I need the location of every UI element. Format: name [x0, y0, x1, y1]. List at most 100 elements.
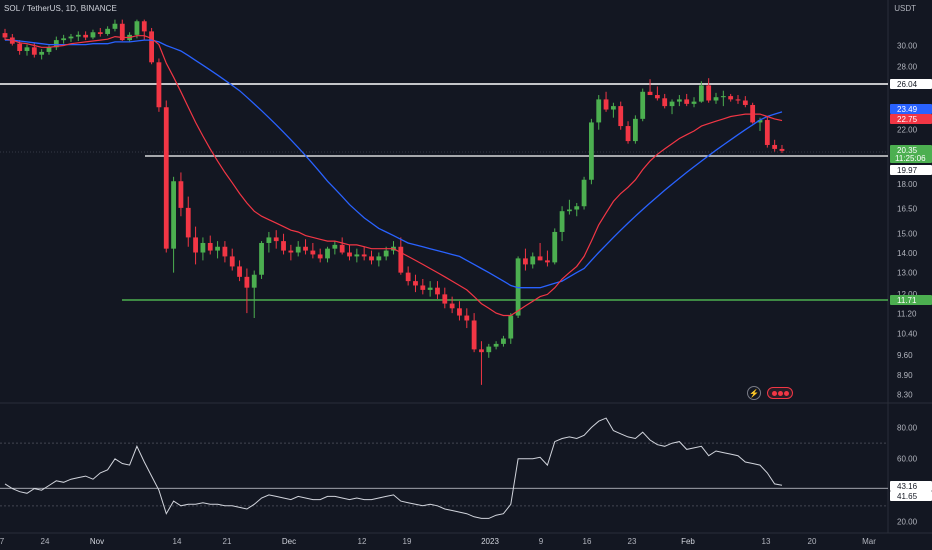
- candle-body: [515, 258, 521, 316]
- price-tick-label: 28.00: [897, 63, 918, 72]
- candle-body: [244, 276, 250, 288]
- candle: [698, 81, 704, 103]
- candle-body: [369, 256, 374, 261]
- candle: [207, 235, 213, 255]
- event-markers[interactable]: ⚡: [747, 386, 793, 400]
- candle-body: [684, 99, 690, 104]
- candle-body: [654, 95, 660, 99]
- support-badge-bg: [890, 295, 932, 305]
- candle: [376, 252, 382, 267]
- resistance-badge: 26.04: [890, 79, 932, 89]
- candle-body: [31, 47, 37, 55]
- candle-body: [229, 256, 235, 267]
- candle: [288, 244, 294, 261]
- candle: [735, 95, 741, 104]
- candle-body: [178, 181, 184, 208]
- candle-body: [486, 346, 492, 353]
- candle-body: [772, 144, 778, 149]
- ema-fast-badge-text: 22.75: [897, 115, 918, 124]
- candle-body: [596, 99, 602, 123]
- time-tick-label: 23: [628, 537, 637, 546]
- candle: [603, 91, 609, 112]
- candle: [471, 313, 477, 353]
- candle-body: [105, 28, 111, 34]
- current-price-badge-bg: [890, 145, 932, 163]
- candle: [676, 95, 682, 107]
- candle: [618, 101, 624, 130]
- candle-body: [530, 256, 536, 265]
- candle-body: [281, 241, 286, 251]
- candle: [567, 199, 572, 215]
- currency-label: USDT: [894, 4, 916, 13]
- us-flag-icon[interactable]: [767, 387, 793, 399]
- candle: [200, 237, 206, 261]
- candle-body: [376, 256, 382, 261]
- candle: [53, 36, 59, 51]
- candle-body: [339, 244, 345, 253]
- breakdown-badge: 19.97: [890, 165, 932, 175]
- candle: [537, 242, 543, 261]
- candle-body: [207, 242, 213, 251]
- candle-body: [523, 258, 528, 265]
- candle-body: [449, 303, 455, 309]
- candle: [479, 341, 484, 385]
- price-tick-label: 9.60: [897, 351, 913, 360]
- rsi-ma-text: 41.65: [897, 492, 918, 501]
- candle: [508, 313, 514, 344]
- candle: [112, 19, 118, 32]
- candle-body: [728, 96, 734, 100]
- price-tick-label: 10.40: [897, 330, 918, 339]
- candle-body: [537, 256, 543, 261]
- candle: [720, 90, 726, 107]
- candle: [163, 100, 169, 253]
- candle: [141, 19, 147, 41]
- candle: [39, 49, 45, 60]
- candle: [581, 176, 587, 210]
- time-tick-label: 9: [539, 537, 544, 546]
- rsi-tick-label: 60.00: [897, 455, 918, 464]
- candle-body: [215, 246, 220, 251]
- candle-body: [185, 207, 191, 238]
- time-tick-label: 16: [583, 537, 592, 546]
- candle: [662, 93, 668, 109]
- candle-body: [610, 106, 616, 110]
- candle-body: [119, 23, 125, 41]
- candle: [361, 246, 367, 261]
- price-tick-label: 11.20: [897, 310, 917, 319]
- candle: [75, 31, 81, 42]
- candle: [215, 241, 220, 259]
- price-tick-label: 22.00: [897, 126, 918, 135]
- candle-body: [442, 294, 448, 304]
- candle-body: [156, 62, 162, 108]
- breakdown-badge-bg: [890, 165, 932, 175]
- candle-body: [90, 32, 96, 38]
- candle: [339, 237, 345, 255]
- ema-slow-badge-text: 23.49: [897, 105, 918, 114]
- candle-body: [589, 122, 594, 180]
- time-tick-label: 7: [0, 537, 5, 546]
- price-tick-label: 8.90: [897, 371, 913, 380]
- candle-body: [720, 96, 726, 98]
- candle-body: [24, 47, 30, 51]
- candle-body: [325, 248, 330, 259]
- candle-body: [61, 38, 67, 41]
- candle: [237, 260, 242, 282]
- lightning-icon[interactable]: ⚡: [747, 386, 761, 400]
- time-tick-label: Feb: [681, 537, 695, 546]
- candle-body: [2, 33, 8, 38]
- candle: [493, 341, 499, 350]
- candle: [523, 248, 528, 271]
- price-tick-label: 30.00: [897, 42, 918, 51]
- ema-fast-line: [4, 35, 783, 317]
- time-tick-label: 12: [358, 537, 367, 546]
- candle-body: [295, 246, 301, 253]
- time-tick-label: Nov: [90, 537, 104, 546]
- candle: [640, 88, 646, 122]
- rsi-ma-badge: 41.65: [890, 491, 932, 501]
- candle: [691, 97, 697, 108]
- candle-body: [742, 100, 748, 105]
- candle-body: [757, 120, 763, 123]
- time-tick-label: Mar: [862, 537, 876, 546]
- candle-body: [17, 43, 23, 51]
